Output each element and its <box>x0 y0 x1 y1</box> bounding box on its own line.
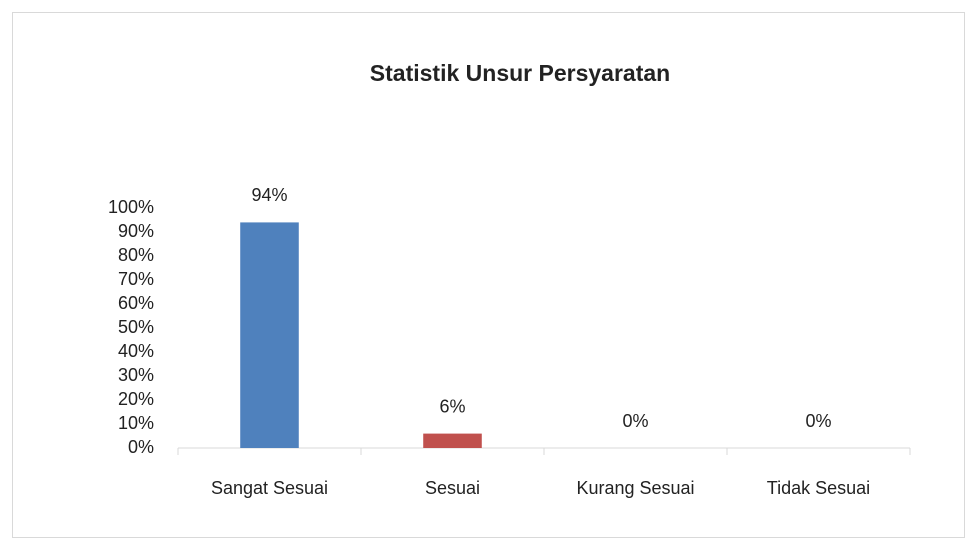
y-tick-label: 70% <box>118 269 154 289</box>
data-label: 0% <box>805 411 831 431</box>
y-tick-label: 30% <box>118 365 154 385</box>
x-tick-label: Tidak Sesuai <box>767 478 870 498</box>
x-tick-label: Sangat Sesuai <box>211 478 328 498</box>
bar <box>240 222 299 448</box>
y-tick-label: 100% <box>108 197 154 217</box>
x-tick-label: Sesuai <box>425 478 480 498</box>
y-tick-label: 90% <box>118 221 154 241</box>
y-tick-label: 50% <box>118 317 154 337</box>
bar <box>423 433 482 448</box>
chart-border <box>12 12 965 538</box>
data-label: 94% <box>251 185 287 205</box>
y-tick-label: 10% <box>118 413 154 433</box>
y-tick-label: 20% <box>118 389 154 409</box>
data-label: 0% <box>622 411 648 431</box>
data-label: 6% <box>439 396 465 416</box>
y-tick-label: 40% <box>118 341 154 361</box>
y-tick-label: 0% <box>128 437 154 457</box>
chart-title: Statistik Unsur Persyaratan <box>370 60 670 86</box>
y-tick-label: 60% <box>118 293 154 313</box>
x-tick-label: Kurang Sesuai <box>576 478 694 498</box>
y-tick-label: 80% <box>118 245 154 265</box>
